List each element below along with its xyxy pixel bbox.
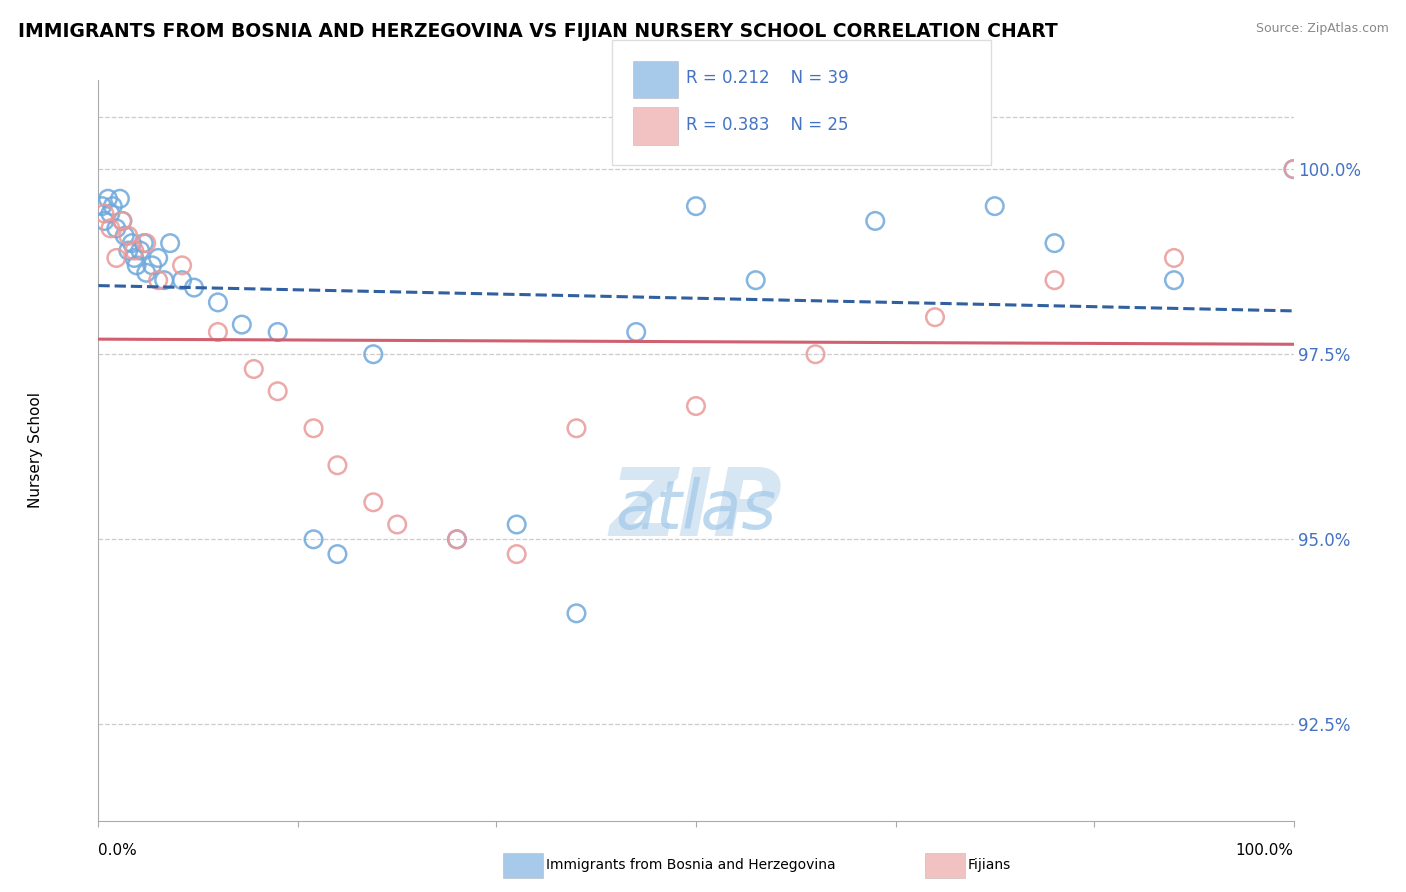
Point: [141, 259, 163, 273]
Point: [148, 251, 170, 265]
Point: [685, 399, 707, 413]
Point: [302, 421, 325, 435]
Text: ZIP: ZIP: [610, 464, 782, 556]
Point: [153, 273, 176, 287]
Point: [924, 310, 946, 325]
Text: R = 0.212    N = 39: R = 0.212 N = 39: [686, 70, 849, 87]
Point: [132, 236, 155, 251]
Point: [243, 362, 266, 376]
Text: Immigrants from Bosnia and Herzegovina: Immigrants from Bosnia and Herzegovina: [546, 858, 835, 872]
Point: [865, 214, 887, 228]
Point: [685, 199, 707, 213]
Point: [125, 259, 148, 273]
Point: [267, 325, 290, 339]
Text: 0.0%: 0.0%: [98, 843, 138, 858]
Point: [363, 347, 385, 361]
Point: [93, 214, 115, 228]
Point: [135, 236, 157, 251]
Point: [231, 318, 253, 332]
Point: [111, 214, 134, 228]
Point: [267, 384, 290, 399]
Point: [98, 221, 122, 235]
Point: [135, 266, 157, 280]
Point: [1043, 236, 1066, 251]
Point: [172, 259, 194, 273]
Point: [506, 517, 529, 532]
Point: [363, 495, 385, 509]
Point: [111, 214, 134, 228]
Text: 100.0%: 100.0%: [1236, 843, 1294, 858]
Y-axis label: Nursery School: Nursery School: [28, 392, 42, 508]
Point: [1282, 162, 1305, 177]
Point: [565, 421, 588, 435]
Point: [114, 228, 136, 243]
Point: [124, 244, 146, 258]
Point: [565, 607, 588, 621]
Point: [117, 228, 139, 243]
Point: [172, 273, 194, 287]
Point: [326, 547, 349, 561]
Point: [804, 347, 827, 361]
Point: [101, 199, 124, 213]
Point: [124, 251, 146, 265]
Text: IMMIGRANTS FROM BOSNIA AND HERZEGOVINA VS FIJIAN NURSERY SCHOOL CORRELATION CHAR: IMMIGRANTS FROM BOSNIA AND HERZEGOVINA V…: [18, 22, 1059, 41]
Point: [326, 458, 349, 473]
Point: [97, 192, 120, 206]
Point: [302, 533, 325, 547]
Text: R = 0.383    N = 25: R = 0.383 N = 25: [686, 116, 849, 134]
Text: Source: ZipAtlas.com: Source: ZipAtlas.com: [1256, 22, 1389, 36]
Point: [506, 547, 529, 561]
Text: atlas: atlas: [616, 476, 776, 542]
Point: [148, 273, 170, 287]
Point: [1163, 273, 1185, 287]
Point: [91, 199, 114, 213]
Point: [108, 192, 131, 206]
Point: [446, 533, 468, 547]
Point: [183, 280, 205, 294]
Point: [129, 244, 152, 258]
Point: [745, 273, 768, 287]
Point: [1163, 251, 1185, 265]
Point: [105, 251, 128, 265]
Point: [121, 236, 143, 251]
Point: [207, 295, 229, 310]
Point: [626, 325, 648, 339]
Point: [1282, 162, 1305, 177]
Point: [98, 206, 122, 220]
Point: [385, 517, 409, 532]
Point: [93, 206, 115, 220]
Text: Fijians: Fijians: [967, 858, 1011, 872]
Point: [1043, 273, 1066, 287]
Point: [984, 199, 1007, 213]
Point: [159, 236, 181, 251]
Point: [446, 533, 468, 547]
Point: [207, 325, 229, 339]
Point: [117, 244, 139, 258]
Point: [105, 221, 128, 235]
